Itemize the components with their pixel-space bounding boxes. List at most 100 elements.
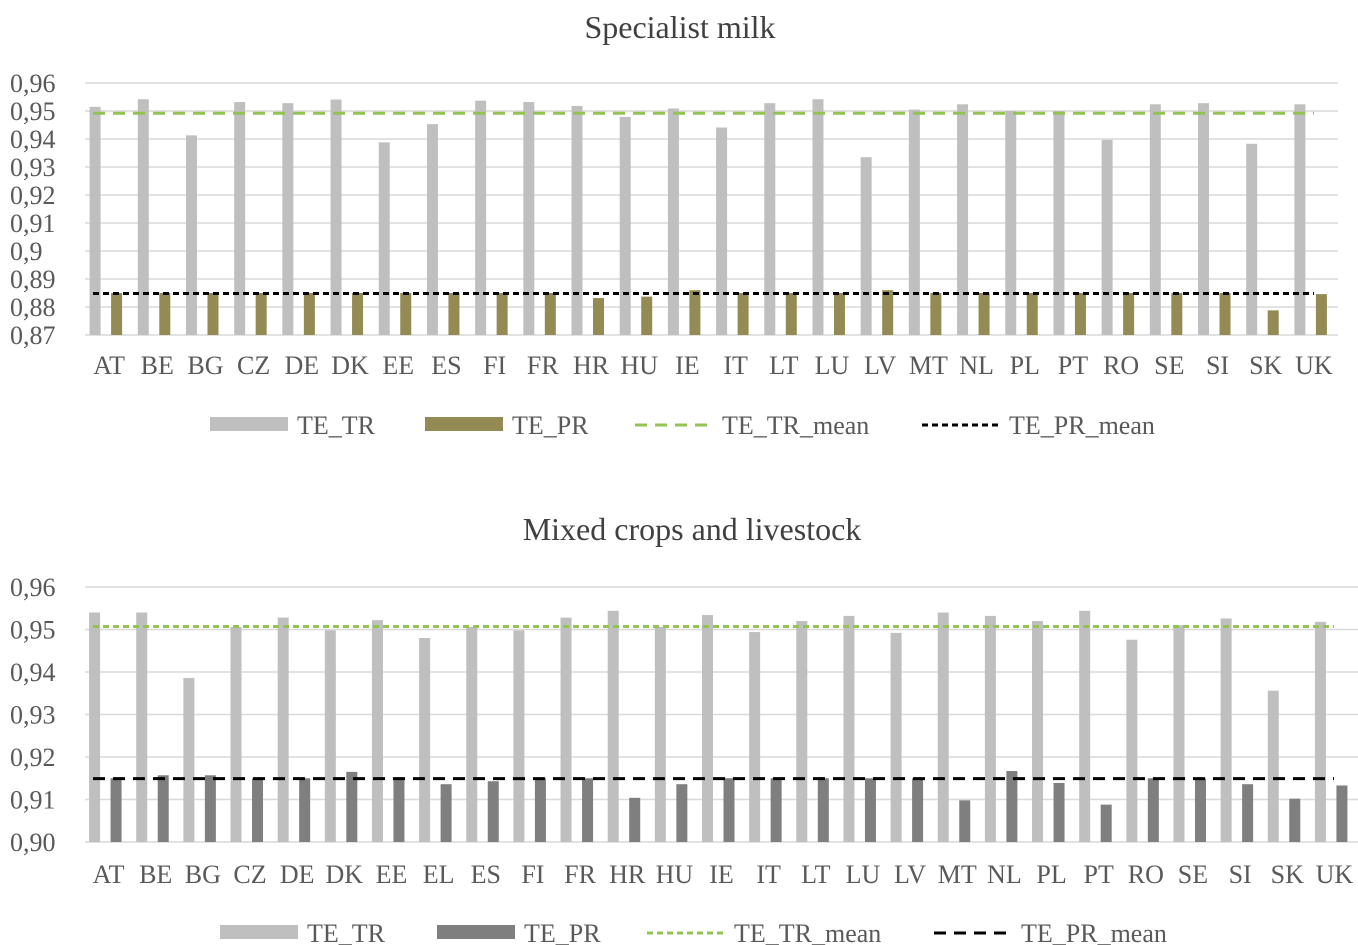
- x-tick-label: HR: [609, 860, 646, 889]
- x-tick-label: MT: [909, 351, 948, 380]
- bar-te-pr: [785, 293, 797, 335]
- bar-te-pr: [252, 778, 264, 842]
- bar-te-tr: [654, 626, 666, 842]
- x-tick-label: BE: [139, 860, 172, 889]
- bar-te-pr: [1242, 784, 1254, 842]
- x-tick-label: CZ: [233, 860, 266, 889]
- bar-te-tr: [716, 127, 728, 336]
- x-tick-label: EL: [423, 860, 455, 889]
- y-tick-label: 0,93: [10, 701, 56, 730]
- y-tick-label: 0,89: [10, 265, 56, 294]
- bar-te-pr: [930, 293, 942, 335]
- x-tick-label: DE: [280, 860, 315, 889]
- x-tick-label: FI: [483, 351, 506, 380]
- legend-label: TE_PR_mean: [1009, 411, 1155, 440]
- x-tick-label: PT: [1084, 860, 1114, 889]
- bar-te-tr: [136, 612, 148, 842]
- chart-specialist-milk: Specialist milk 0,870,880,890,90,910,920…: [10, 9, 1338, 440]
- bar-te-tr: [908, 109, 920, 335]
- x-tick-label: LV: [864, 351, 896, 380]
- y-tick-label: 0,95: [10, 616, 56, 645]
- bar-te-pr: [303, 293, 315, 335]
- bar-te-tr: [89, 612, 101, 842]
- bar-te-tr: [1294, 104, 1306, 335]
- bar-te-pr: [1315, 294, 1327, 335]
- x-tick-label: LU: [815, 351, 850, 380]
- bar-te-tr: [1173, 625, 1185, 842]
- x-tick-label: PT: [1058, 351, 1088, 380]
- x-tick-label: FI: [521, 860, 544, 889]
- legend-label: TE_PR: [524, 919, 601, 945]
- bar-te-tr: [607, 610, 619, 842]
- bar-te-tr: [890, 632, 902, 842]
- y-tick-label: 0,94: [10, 658, 56, 687]
- bar-te-pr: [1267, 310, 1279, 335]
- bar-te-pr: [629, 797, 641, 842]
- bar-te-pr: [487, 781, 499, 842]
- x-tick-label: DE: [285, 351, 320, 380]
- bar-te-tr: [1079, 610, 1091, 842]
- bar-te-tr: [137, 99, 149, 336]
- bar-te-tr: [426, 124, 438, 335]
- x-tick-label: SI: [1206, 351, 1229, 380]
- bar-te-pr: [912, 778, 924, 842]
- x-tick-label: AT: [93, 860, 125, 889]
- y-tick-label: 0,91: [10, 209, 56, 238]
- bar-te-pr: [833, 293, 845, 335]
- x-tick-label: EE: [376, 860, 408, 889]
- chart-mixed-crops-livestock: Mixed crops and livestock 0,900,910,920,…: [10, 511, 1358, 945]
- x-tick-label: SE: [1154, 351, 1184, 380]
- y-tick-label: 0,91: [10, 786, 56, 815]
- bar-te-tr: [466, 626, 478, 842]
- bar-te-pr: [1219, 293, 1231, 335]
- bar-te-pr: [255, 293, 267, 335]
- x-tick-label: RO: [1103, 351, 1139, 380]
- bar-te-tr: [1314, 621, 1326, 842]
- bar-te-tr: [234, 102, 246, 335]
- x-tick-label: LT: [769, 351, 798, 380]
- bar-te-pr: [689, 290, 701, 335]
- mean-lines: [93, 111, 1314, 296]
- bar-te-tr: [1101, 139, 1113, 335]
- x-tick-label: ES: [431, 351, 461, 380]
- x-tick-label: UK: [1316, 860, 1354, 889]
- bar-te-tr: [378, 142, 390, 335]
- x-tick-label: PL: [1036, 860, 1066, 889]
- y-tick-label: 0,92: [10, 743, 56, 772]
- bar-te-tr: [1032, 621, 1044, 842]
- bar-te-pr: [582, 778, 594, 842]
- bar-te-pr: [299, 778, 311, 842]
- y-tick-label: 0,96: [10, 69, 56, 98]
- x-tick-label: LU: [846, 860, 881, 889]
- x-tick-label: LT: [801, 860, 830, 889]
- bar-te-tr: [277, 617, 289, 842]
- bar-te-tr: [764, 103, 776, 335]
- bar-te-tr: [984, 615, 996, 842]
- bar-te-pr: [1147, 778, 1159, 842]
- x-tick-label: IE: [675, 351, 700, 380]
- x-tick-label: UK: [1295, 351, 1333, 380]
- bar-te-tr: [523, 102, 535, 335]
- bar-te-pr: [978, 293, 990, 335]
- bar-te-tr: [419, 638, 431, 842]
- bar-te-tr: [796, 621, 808, 842]
- grid: [85, 586, 1358, 843]
- x-tick-label: SK: [1271, 860, 1304, 889]
- bar-te-pr: [959, 800, 971, 842]
- y-tick-label: 0,9: [10, 237, 43, 266]
- bar-te-tr: [282, 103, 294, 335]
- y-tick-label: 0,93: [10, 153, 56, 182]
- bar-te-pr: [110, 778, 122, 842]
- y-tick-label: 0,95: [10, 97, 56, 126]
- bar-te-pr: [864, 778, 876, 842]
- x-axis: AT BE BG CZ DE DK EE ES FI FR HR HU IE IT LT LU LV MT NL PL…: [93, 351, 1333, 380]
- x-tick-label: HU: [620, 351, 658, 380]
- bar-te-pr: [817, 778, 829, 842]
- bar-te-pr: [1289, 798, 1301, 842]
- bar-te-tr: [1149, 104, 1161, 335]
- x-tick-label: RO: [1128, 860, 1164, 889]
- legend-swatch: [437, 925, 515, 939]
- legend-swatch: [425, 417, 503, 431]
- bar-te-pr: [770, 778, 782, 842]
- bar-te-pr: [737, 293, 749, 335]
